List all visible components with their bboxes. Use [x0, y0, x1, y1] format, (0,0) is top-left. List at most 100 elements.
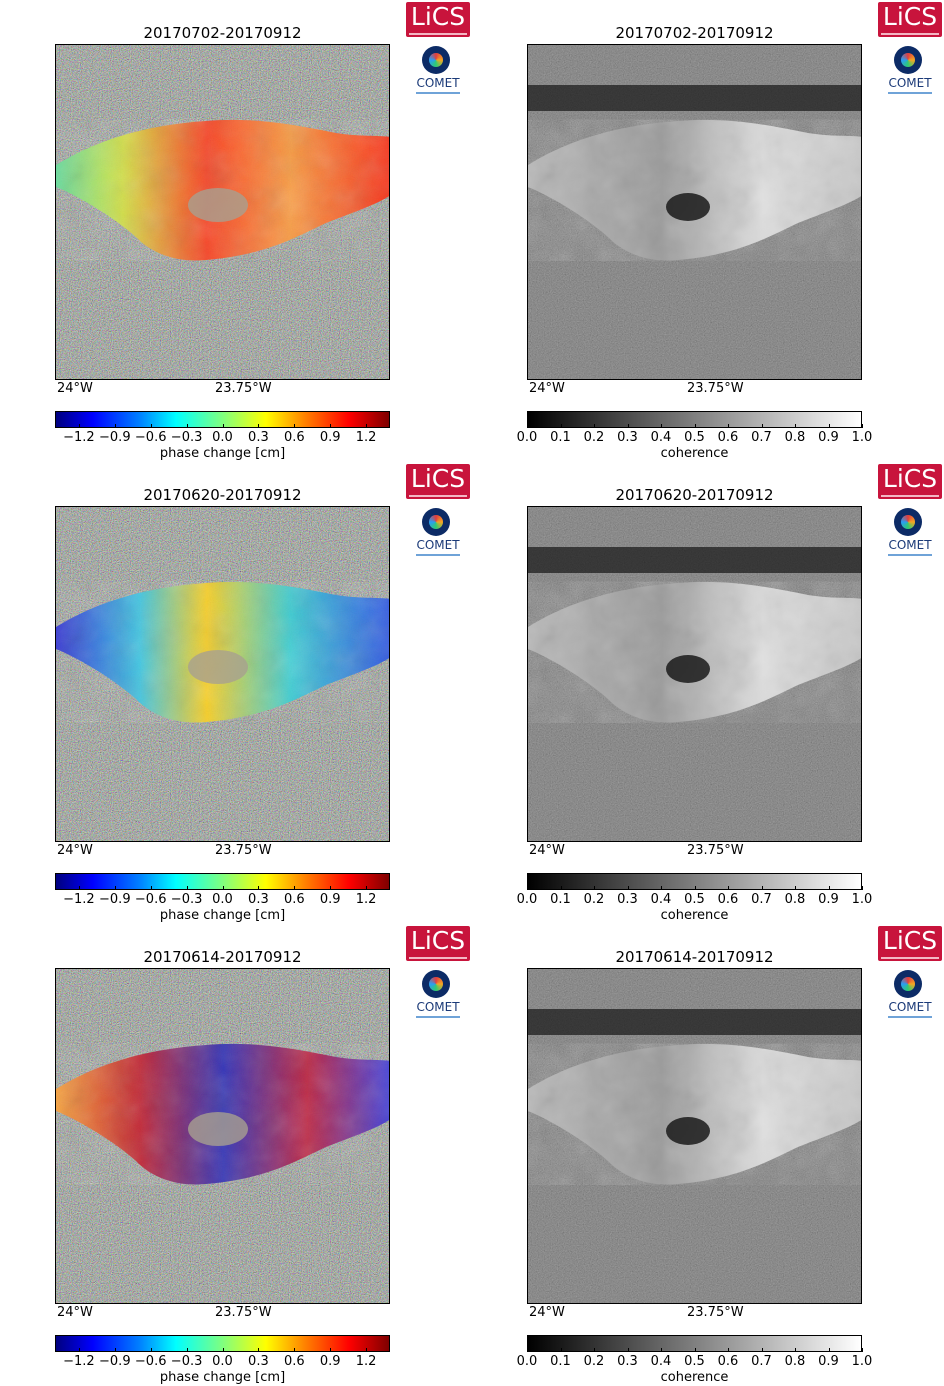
panel-title: 20170614-20170912	[615, 948, 774, 966]
panel-title: 20170614-20170912	[143, 948, 302, 966]
comet-globe-icon	[894, 46, 922, 74]
colorbar-tick-label: −0.6	[134, 1354, 167, 1369]
lics-logo-text: LiCS	[410, 926, 466, 955]
colorbar-tick-mark	[294, 424, 296, 428]
colorbar-tick-label: 0.2	[583, 1354, 605, 1369]
colorbar-tick-mark	[527, 886, 528, 890]
comet-logo-text: COMET	[416, 76, 460, 90]
colorbar-tick-mark	[694, 424, 696, 428]
colorbar-tick-label: 0.5	[684, 892, 705, 907]
colorbar-tick-mark	[795, 424, 796, 428]
colorbar-tick-mark	[661, 1348, 662, 1352]
colorbar-tick-mark	[594, 1348, 595, 1352]
colorbar-tick-label: 0.9	[319, 1354, 341, 1369]
lics-logo: LiCS	[878, 926, 942, 961]
colorbar-tick-mark	[694, 1348, 696, 1352]
colorbar-tick-label: 0.0	[516, 430, 538, 445]
colorbar-tick-mark	[627, 886, 629, 890]
colorbar-tick-label: 0.3	[617, 430, 638, 445]
longitude-label: 24°W	[57, 381, 93, 396]
colorbar-tick-label: −0.9	[99, 430, 131, 445]
caldera-center	[666, 193, 710, 221]
panel-title: 20170702-20170912	[615, 24, 774, 42]
colorbar-tick-label: 0.8	[784, 1354, 806, 1369]
colorbar-tick-mark	[527, 424, 528, 428]
colorbar-tick-mark	[330, 424, 332, 428]
colorbar-tick-mark	[828, 424, 830, 428]
colorbar-tick-mark	[560, 1348, 562, 1352]
comet-logo-text: COMET	[888, 538, 932, 552]
longitude-label: 24°W	[529, 843, 565, 858]
colorbar-tick-label: −0.3	[170, 1354, 203, 1369]
colorbar-tick-label: 1.2	[355, 1354, 377, 1369]
colorbar-tick-label: 0.6	[283, 430, 305, 445]
colorbar-tick-mark	[594, 886, 595, 890]
colorbar-tick-mark	[294, 886, 296, 890]
colorbar-tick-label: 0.1	[550, 1354, 571, 1369]
colorbar-tick-mark	[150, 886, 152, 890]
longitude-label: 24°W	[529, 381, 565, 396]
colorbar-tick-mark	[728, 1348, 729, 1352]
colorbar-tick-mark	[258, 886, 260, 890]
colorbar-tick-mark	[114, 886, 116, 890]
colorbar-tick-mark	[694, 886, 696, 890]
caldera-center	[666, 655, 710, 683]
colorbar-tick-label: 0.0	[516, 892, 538, 907]
lics-logo: LiCS	[406, 926, 470, 961]
colorbar-tick-mark	[862, 424, 863, 428]
colorbar-tick-label: −0.9	[99, 892, 131, 907]
caldera-center	[188, 188, 248, 222]
colorbar-tick-label: 0.5	[684, 430, 705, 445]
longitude-label: 23.75°W	[687, 1305, 744, 1320]
longitude-label: 24°W	[57, 843, 93, 858]
panel-title: 20170620-20170912	[143, 486, 302, 504]
lics-logo-text: LiCS	[882, 2, 938, 31]
colorbar-tick-mark	[661, 886, 662, 890]
lics-logo: LiCS	[406, 2, 470, 37]
comet-globe-icon	[422, 970, 450, 998]
colorbar-label: coherence	[660, 446, 729, 461]
longitude-label: 23.75°W	[215, 1305, 272, 1320]
colorbar-tick-mark	[258, 1348, 260, 1352]
colorbar-tick-mark	[661, 424, 662, 428]
caldera-center	[666, 1117, 710, 1145]
caldera-center	[188, 1112, 248, 1146]
colorbar-tick-mark	[795, 886, 796, 890]
colorbar-tick-label: 0.8	[784, 430, 806, 445]
comet-logo-text: COMET	[416, 1000, 460, 1014]
colorbar-tick-mark	[330, 1348, 332, 1352]
colorbar-tick-label: 0.1	[550, 430, 571, 445]
lics-logo-text: LiCS	[882, 464, 938, 493]
colorbar-tick-label: 0.6	[283, 1354, 305, 1369]
longitude-label: 23.75°W	[687, 843, 744, 858]
comet-logo: COMET	[408, 970, 468, 1026]
coherence-map	[527, 44, 862, 380]
colorbar-tick-mark	[222, 424, 224, 428]
colorbar-tick-label: 0.4	[650, 1354, 672, 1369]
colorbar-tick-label: −0.9	[99, 1354, 131, 1369]
colorbar-tick-mark	[627, 424, 629, 428]
colorbar-tick-mark	[150, 424, 152, 428]
colorbar-tick-mark	[222, 1348, 224, 1352]
colorbar-tick-mark	[186, 424, 188, 428]
colorbar-tick-label: 0.3	[617, 892, 638, 907]
colorbar-tick-label: 0.7	[751, 1354, 772, 1369]
comet-logo-text: COMET	[416, 538, 460, 552]
coherence-map	[527, 968, 862, 1304]
comet-logo-text: COMET	[888, 1000, 932, 1014]
colorbar-tick-mark	[366, 1348, 368, 1352]
longitude-label: 23.75°W	[215, 843, 272, 858]
colorbar-label: coherence	[660, 1370, 729, 1385]
colorbar-tick-label: 1.2	[355, 892, 377, 907]
colorbar-tick-label: −0.3	[170, 892, 203, 907]
colorbar-tick-label: 1.0	[851, 892, 873, 907]
colorbar-tick-label: 0.2	[583, 430, 605, 445]
comet-logo: COMET	[408, 508, 468, 564]
colorbar-tick-mark	[294, 1348, 296, 1352]
lics-logo-text: LiCS	[410, 2, 466, 31]
colorbar-label: phase change [cm]	[159, 908, 286, 923]
comet-globe-icon	[894, 970, 922, 998]
colorbar-tick-label: 0.6	[717, 430, 739, 445]
colorbar-tick-label: 0.3	[248, 430, 269, 445]
comet-logo: COMET	[880, 970, 940, 1026]
